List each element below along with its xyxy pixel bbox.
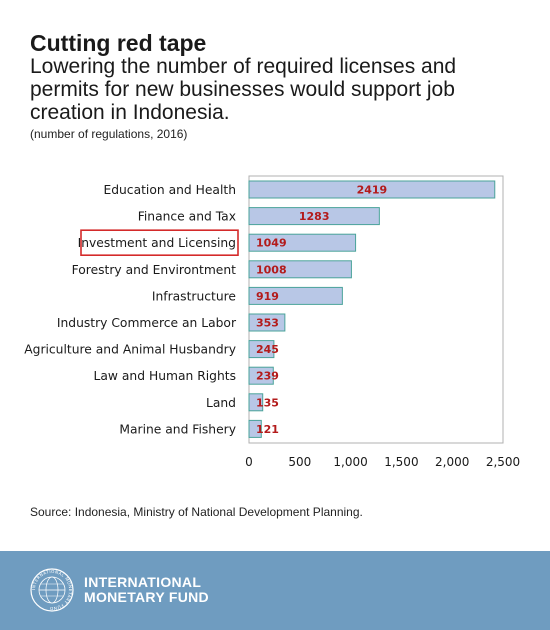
source-note: Source: Indonesia, Ministry of National …: [30, 505, 363, 519]
bar-1: [248, 207, 380, 226]
category-label: Agriculture and Animal Husbandry: [24, 343, 236, 357]
value-label: 1008: [256, 263, 287, 276]
value-label: 2419: [357, 184, 388, 197]
imf-seal-icon: INTERNATIONAL MONETARY FUND: [30, 568, 74, 612]
value-label: 1283: [299, 210, 330, 223]
value-label: 121: [256, 423, 279, 436]
x-tick-label: 1,000: [333, 455, 367, 469]
chart-units-note: (number of regulations, 2016): [30, 127, 188, 141]
plot-border: [248, 175, 504, 444]
category-label: Forestry and Environtment: [72, 263, 237, 277]
bar-9: [248, 419, 262, 438]
bar-0: [248, 180, 496, 199]
org-name-line2: MONETARY FUND: [84, 589, 209, 605]
category-label: Industry Commerce an Labor: [57, 316, 237, 330]
category-label: Infrastructure: [152, 289, 236, 303]
value-label: 1049: [256, 237, 287, 250]
category-labels: Education and Health Finance and Tax Inves…: [24, 183, 239, 436]
bars-group: [248, 180, 496, 438]
org-name-line1: INTERNATIONAL: [84, 574, 202, 590]
x-tick-label: 2,000: [435, 455, 469, 469]
x-tick-label: 0: [245, 455, 253, 469]
category-label: Finance and Tax: [138, 210, 236, 224]
value-label: 245: [256, 343, 279, 356]
value-label: 353: [256, 317, 279, 330]
footer-bar: INTERNATIONAL MONETARY FUND INTERNATIONA…: [0, 551, 550, 630]
highlight-box: [80, 229, 239, 256]
category-label: Land: [206, 396, 236, 410]
category-label: Investment and Licensing: [78, 236, 236, 250]
org-name: INTERNATIONAL MONETARY FUND: [84, 575, 209, 605]
x-tick-label: 500: [288, 455, 311, 469]
plot-area: [248, 175, 504, 444]
chart-subtitle: Lowering the number of required licenses…: [30, 55, 457, 124]
x-tick-label: 1,500: [384, 455, 418, 469]
category-label: Law and Human Rights: [94, 369, 236, 383]
bar-7: [248, 366, 274, 385]
chart-title: Cutting red tape: [30, 30, 207, 56]
bar-8: [248, 393, 264, 412]
bar-6: [248, 340, 275, 359]
value-label: 239: [256, 370, 279, 383]
value-label: 919: [256, 290, 279, 303]
bar-3: [248, 260, 352, 279]
bar-2: [248, 233, 357, 252]
bar-chart: Education and Health Finance and Tax Inves…: [24, 175, 520, 469]
category-label: Education and Health: [103, 183, 236, 197]
x-axis-ticks: 0 500 1,000 1,500 2,000 2,500: [245, 455, 520, 469]
bar-4: [248, 286, 343, 305]
bar-5: [248, 313, 286, 332]
x-tick-label: 2,500: [486, 455, 520, 469]
value-label: 135: [256, 396, 279, 409]
category-label: Marine and Fishery: [119, 422, 236, 436]
value-labels: 2419 1283 1049 1008 919 353 245 239 135 121: [256, 184, 387, 436]
